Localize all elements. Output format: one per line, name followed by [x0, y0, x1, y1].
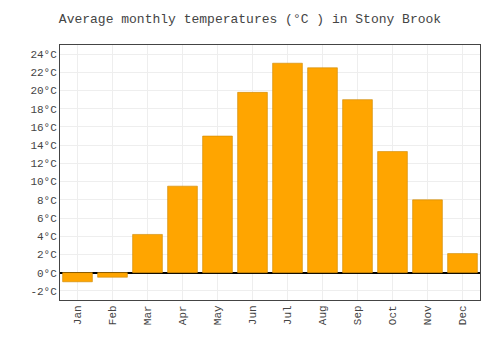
svg-text:18°C: 18°C — [30, 104, 57, 116]
svg-text:Oct: Oct — [387, 305, 399, 325]
svg-text:20°C: 20°C — [30, 85, 57, 97]
svg-text:2°C: 2°C — [37, 249, 57, 261]
svg-text:22°C: 22°C — [30, 67, 57, 79]
svg-text:May: May — [212, 305, 224, 325]
svg-text:Aug: Aug — [317, 305, 329, 325]
svg-text:0°C: 0°C — [37, 268, 57, 280]
svg-text:4°C: 4°C — [37, 231, 57, 243]
svg-text:14°C: 14°C — [30, 140, 57, 152]
svg-text:Jun: Jun — [247, 305, 259, 325]
svg-text:Mar: Mar — [142, 305, 154, 325]
svg-text:Sep: Sep — [352, 305, 364, 325]
svg-text:Apr: Apr — [177, 305, 189, 325]
svg-text:6°C: 6°C — [37, 213, 57, 225]
svg-text:Jan: Jan — [72, 305, 84, 325]
svg-text:-2°C: -2°C — [30, 286, 57, 298]
svg-text:24°C: 24°C — [30, 49, 57, 61]
svg-text:8°C: 8°C — [37, 195, 57, 207]
svg-text:Nov: Nov — [422, 305, 434, 325]
svg-text:Jul: Jul — [282, 305, 294, 325]
svg-text:16°C: 16°C — [30, 122, 57, 134]
svg-text:Average monthly temperatures (: Average monthly temperatures (°C ) in St… — [59, 12, 441, 27]
svg-text:Feb: Feb — [107, 305, 119, 325]
svg-text:10°C: 10°C — [30, 176, 57, 188]
svg-text:Dec: Dec — [457, 305, 469, 325]
svg-text:12°C: 12°C — [30, 158, 57, 170]
